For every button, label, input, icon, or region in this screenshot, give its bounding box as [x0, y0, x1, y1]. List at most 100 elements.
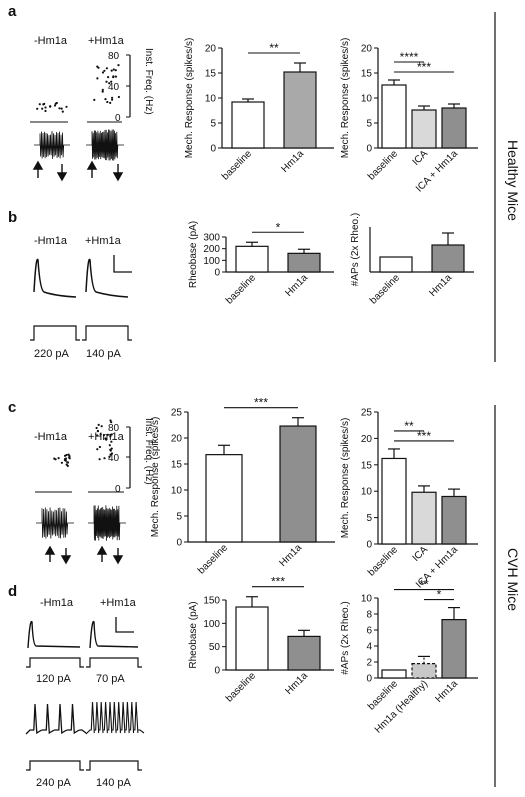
freq-dot: [103, 457, 106, 460]
category-label: Hm1a: [279, 148, 306, 175]
freq-dot: [67, 453, 70, 456]
panel-b-cond-minus: -Hm1a: [34, 235, 68, 247]
freq-dot: [93, 98, 96, 101]
panel-d-step-bottom-2: 140 pA: [96, 777, 132, 789]
y-axis-label: #APs (2x Rheo.): [350, 213, 361, 286]
significance-label: **: [269, 41, 279, 55]
freq-dot: [65, 453, 68, 457]
panel-a-freq-tick-80: 80: [108, 51, 120, 62]
panel-b-traces: -Hm1a +Hm1a 220 pA 140 pA: [30, 235, 132, 360]
freq-dot: [64, 457, 68, 460]
freq-dot: [106, 433, 109, 436]
y-tick-label: 20: [205, 44, 217, 55]
freq-dot: [57, 457, 60, 460]
freq-dot: [97, 66, 100, 69]
freq-dot: [110, 69, 113, 72]
y-tick-label: 25: [171, 408, 183, 419]
bar-hm1a: [287, 635, 321, 671]
freq-dot: [96, 434, 99, 437]
panel-d-traces: -Hm1a +Hm1a 120 pA 70 pA 240 pA 140 pA: [25, 597, 145, 789]
y-tick-label: 0: [366, 540, 372, 551]
y-tick-label: 0: [210, 144, 216, 155]
category-label: baseline: [220, 148, 254, 182]
panel-c-cond-plus: +Hm1a: [88, 431, 125, 443]
freq-dot: [110, 433, 113, 436]
freq-dot: [101, 71, 105, 74]
freq-dot: [101, 90, 104, 93]
bar-baseline: [379, 256, 413, 273]
y-axis-label: #APs (2x Rheo.): [340, 601, 351, 674]
panel-d-cond-minus: -Hm1a: [40, 597, 74, 609]
freq-dot: [112, 75, 115, 78]
panel-c-freq-tick-40: 40: [108, 453, 120, 464]
significance-label: ***: [417, 429, 431, 443]
y-tick-label: 150: [203, 596, 220, 607]
panel-letter-b: b: [8, 209, 17, 226]
panel-d-step-top-2: 70 pA: [96, 673, 125, 685]
freq-dot: [54, 102, 57, 105]
bar-hm1a: [279, 425, 317, 543]
y-tick-label: 15: [205, 69, 217, 80]
panel-c-freq-tick-80: 80: [108, 423, 120, 434]
y-tick-label: 15: [361, 460, 373, 471]
healthy-mice-label: Healthy Mice: [505, 140, 521, 221]
significance-label: *: [437, 588, 442, 602]
freq-dot: [109, 435, 112, 438]
category-label: ICA: [411, 544, 431, 564]
panel-a-traces: -Hm1a +Hm1a 80 40 0 Inst. Freq. (Hz): [30, 35, 154, 182]
freq-dot: [44, 106, 47, 109]
panel-a-freq-tick-40: 40: [108, 82, 120, 93]
category-label: baseline: [196, 542, 230, 576]
freq-dot: [96, 77, 99, 80]
category-label: Hm1a: [277, 542, 304, 569]
panel-b-cond-plus: +Hm1a: [85, 235, 122, 247]
freq-dot: [117, 64, 120, 67]
significance-label: ***: [271, 575, 285, 589]
freq-dot: [110, 80, 113, 83]
freq-dot: [105, 67, 108, 70]
category-label: ICA: [411, 148, 431, 168]
freq-dot: [36, 107, 39, 110]
bar-ica-hm1a: [441, 495, 467, 545]
freq-dot: [104, 437, 107, 440]
freq-dot: [111, 96, 114, 99]
y-tick-label: 20: [361, 44, 373, 55]
freq-dot: [110, 452, 114, 455]
freq-dot: [107, 76, 110, 79]
category-label: Hm1a (Healthy): [373, 678, 430, 735]
chart-b-aps: #APs (2x Rheo.) baseline Hm1a: [350, 213, 474, 306]
y-tick-label: 0: [366, 144, 372, 155]
freq-dot: [101, 88, 104, 91]
bar-ica: [411, 491, 437, 545]
panel-a-cond-minus: -Hm1a: [34, 35, 68, 47]
y-axis-label: Mech. Response (spikes/s): [150, 417, 161, 538]
y-tick-label: 20: [361, 434, 373, 445]
y-tick-label: 25: [361, 408, 373, 419]
y-axis-label: Mech. Response (spikes/s): [340, 38, 351, 159]
significance-label: ***: [417, 60, 431, 74]
y-tick-label: 2: [366, 658, 372, 669]
y-axis-label: Rheobase (pA): [188, 601, 199, 668]
significance-label: **: [404, 419, 414, 433]
significance-label: ***: [254, 396, 268, 410]
freq-dot: [66, 464, 69, 467]
y-tick-label: 10: [361, 594, 373, 605]
freq-dot: [104, 98, 107, 101]
freq-dot: [41, 107, 44, 110]
y-tick-label: 10: [361, 487, 373, 498]
y-tick-label: 4: [366, 642, 372, 653]
category-label: baseline: [224, 670, 258, 704]
freq-dot: [98, 458, 101, 461]
freq-dot: [63, 459, 67, 462]
freq-dot: [111, 98, 114, 101]
panel-c-freq-tick-0: 0: [115, 484, 121, 495]
y-tick-label: 15: [361, 69, 373, 80]
freq-dot: [109, 101, 112, 104]
freq-dot: [61, 110, 64, 113]
bar-baseline: [381, 84, 407, 149]
freq-dot: [110, 421, 113, 424]
